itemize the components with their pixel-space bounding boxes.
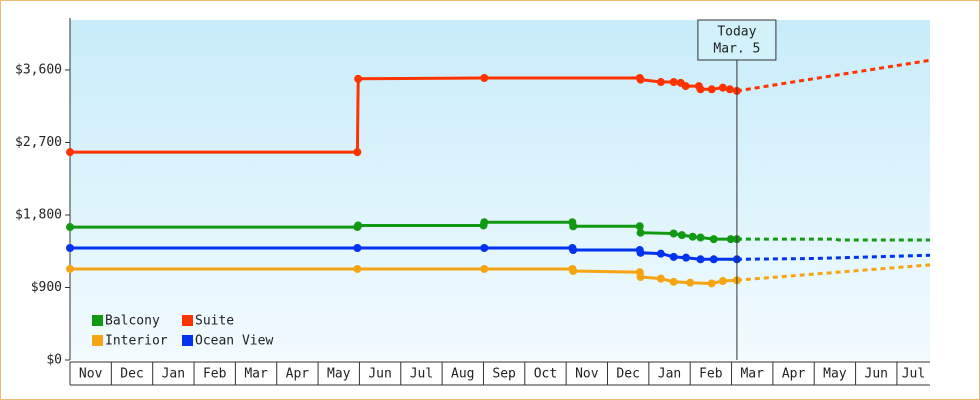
point [569,266,578,275]
projection-line [736,253,931,261]
annotation-box [697,19,777,61]
legend-label: Suite [195,314,234,329]
x-tick-label: Dec [120,367,143,382]
point [353,148,362,157]
point [635,222,644,231]
legend-label: Interior [105,334,168,349]
point [353,264,362,273]
point [718,277,727,286]
x-tick-label: Jul [902,367,925,382]
point [66,223,74,232]
y-tick-label: $1,800 [15,207,62,222]
x-tick-label: Jun [865,367,888,382]
x-tick-label: Jun [368,367,391,382]
point [66,244,74,253]
point [480,74,489,83]
x-tick-label: Jan [658,367,681,382]
x-tick-label: Feb [203,367,227,382]
x-tick-label: Jan [162,367,185,382]
annotation-text: Today [717,25,756,40]
y-tick-label: $900 [31,280,62,295]
x-tick-label: Mar [244,367,268,382]
point [681,82,690,91]
point [669,78,678,87]
y-tick-label: $0 [46,353,62,368]
x-tick-label: Feb [699,367,723,382]
legend-swatch [182,315,193,326]
point [669,229,678,238]
annotation-text: Mar. 5 [713,42,760,57]
point [569,246,578,255]
point [725,85,734,94]
point [696,85,705,94]
point [354,74,363,83]
point [696,233,705,242]
x-tick-label: Oct [534,367,557,382]
y-tick-label: $2,700 [15,135,62,150]
point [353,244,362,253]
point [696,255,705,264]
point [636,75,645,84]
legend-swatch [92,335,103,346]
point [707,279,716,288]
legend-label: Balcony [105,314,160,329]
point [707,85,716,94]
legend-swatch [92,315,103,326]
point [718,83,727,92]
point [709,255,718,264]
point [480,244,489,253]
x-tick-label: Nov [79,367,103,382]
point [480,218,489,227]
x-tick-label: May [327,367,351,382]
point [682,253,691,262]
point [669,252,678,261]
plot-area [70,20,930,360]
x-tick-label: Apr [286,367,310,382]
x-tick-label: Mar [740,367,764,382]
point [656,274,665,283]
point [726,235,735,244]
point [656,78,665,87]
projection-line [736,58,931,93]
x-tick-label: Nov [575,367,599,382]
projection-line [736,237,930,242]
point [677,231,686,240]
x-tick-label: Aug [451,367,474,382]
x-tick-label: May [823,367,847,382]
point [66,264,74,273]
point [569,222,578,231]
x-tick-label: Sep [492,367,516,382]
point [669,277,678,286]
point [636,273,645,282]
x-tick-label: Dec [616,367,639,382]
point [709,235,718,244]
point [480,264,489,273]
x-tick-label: Apr [782,367,806,382]
point [636,228,645,237]
point [656,249,665,258]
point [66,148,74,157]
legend-label: Ocean View [195,334,273,349]
point [688,232,697,241]
point [636,248,645,257]
y-tick-label: $3,600 [15,62,62,77]
legend-swatch [182,335,193,346]
point [354,221,363,230]
point [686,278,695,287]
x-tick-label: Jul [410,367,433,382]
